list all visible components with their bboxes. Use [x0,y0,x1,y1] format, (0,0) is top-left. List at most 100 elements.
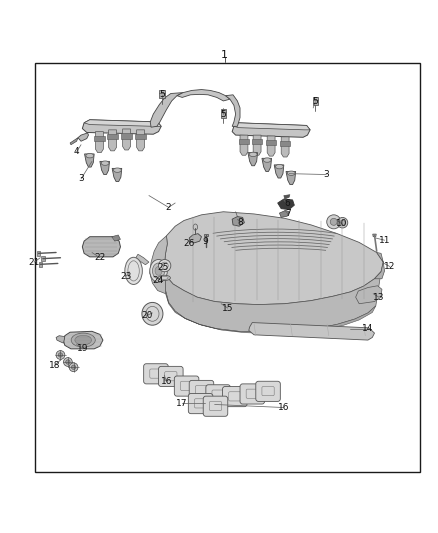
Polygon shape [166,290,376,334]
Polygon shape [109,130,117,151]
Bar [35,63,420,472]
Polygon shape [278,199,294,209]
Ellipse shape [142,302,163,325]
Polygon shape [159,90,165,98]
Polygon shape [374,253,385,279]
Circle shape [58,353,63,357]
Circle shape [337,217,348,228]
Circle shape [56,351,65,359]
Polygon shape [100,161,110,174]
Polygon shape [189,233,201,243]
Polygon shape [39,262,42,267]
Polygon shape [249,322,374,340]
Polygon shape [274,165,284,178]
FancyBboxPatch shape [203,396,228,416]
Text: 1: 1 [221,50,228,60]
Text: 23: 23 [120,272,132,281]
Text: 2: 2 [166,203,171,212]
Polygon shape [150,236,167,294]
Polygon shape [373,234,376,237]
Polygon shape [123,129,131,150]
Text: 5: 5 [220,110,226,118]
Text: 22: 22 [94,253,106,262]
Ellipse shape [193,224,198,230]
Text: 9: 9 [202,237,208,246]
Polygon shape [135,134,146,140]
Text: 16: 16 [278,403,290,412]
Ellipse shape [71,333,95,347]
Ellipse shape [155,266,162,275]
FancyBboxPatch shape [144,364,168,384]
Ellipse shape [152,263,165,279]
Text: 26: 26 [184,239,195,248]
Circle shape [66,360,70,364]
Polygon shape [267,136,275,156]
Text: 16: 16 [161,377,172,386]
Text: 25: 25 [157,263,169,272]
FancyBboxPatch shape [189,381,214,400]
Circle shape [64,358,72,366]
FancyBboxPatch shape [240,384,265,404]
Text: 5: 5 [159,90,165,99]
Polygon shape [107,134,118,140]
Ellipse shape [125,257,142,285]
Polygon shape [232,216,244,226]
Polygon shape [41,256,45,261]
Text: 17: 17 [176,399,187,408]
Polygon shape [136,254,149,265]
Ellipse shape [263,158,271,162]
Polygon shape [286,172,296,184]
Text: 11: 11 [379,236,390,245]
Text: 12: 12 [384,262,396,271]
Ellipse shape [113,168,121,172]
Text: 13: 13 [373,293,385,302]
Text: 18: 18 [49,360,60,369]
Polygon shape [94,136,105,141]
Polygon shape [56,336,65,343]
FancyBboxPatch shape [206,385,230,405]
Polygon shape [313,96,318,106]
Circle shape [159,260,171,272]
Circle shape [71,365,76,369]
FancyBboxPatch shape [159,366,183,386]
Polygon shape [95,132,103,152]
Polygon shape [234,123,310,130]
FancyBboxPatch shape [223,386,247,407]
Text: 5: 5 [312,98,318,106]
Text: 20: 20 [141,311,152,320]
Text: 14: 14 [362,324,374,333]
Circle shape [330,219,337,225]
Polygon shape [226,95,240,126]
Polygon shape [232,123,310,138]
Polygon shape [70,138,78,145]
Text: 15: 15 [222,304,233,313]
Polygon shape [177,90,230,101]
Text: 4: 4 [74,147,79,156]
Circle shape [327,215,341,229]
Polygon shape [82,120,161,134]
Polygon shape [112,235,120,241]
Text: 24: 24 [152,276,163,285]
Polygon shape [82,237,120,257]
Text: 19: 19 [77,344,88,353]
Ellipse shape [249,152,257,157]
Polygon shape [252,140,262,144]
Text: 7: 7 [285,209,291,219]
Polygon shape [164,212,383,304]
Polygon shape [266,140,276,145]
Polygon shape [279,211,289,217]
Polygon shape [37,251,40,256]
Text: 21: 21 [28,257,40,266]
Polygon shape [204,233,208,236]
Text: 3: 3 [78,174,84,183]
Polygon shape [253,135,261,155]
Ellipse shape [158,275,170,280]
Ellipse shape [287,171,295,175]
Ellipse shape [150,260,167,282]
Polygon shape [284,195,290,199]
Polygon shape [239,140,249,144]
Polygon shape [262,158,272,172]
FancyBboxPatch shape [174,376,199,396]
Polygon shape [150,93,183,127]
Text: 6: 6 [284,199,290,208]
